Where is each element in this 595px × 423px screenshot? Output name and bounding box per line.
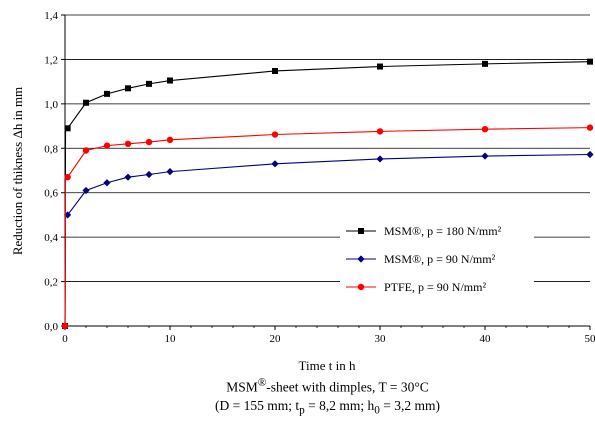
- data-point-diamond: [166, 168, 174, 176]
- y-tick-label: 1,0: [44, 99, 58, 111]
- data-point-square: [377, 63, 383, 70]
- data-point-diamond: [145, 170, 153, 179]
- caption-subscript: p: [299, 404, 305, 417]
- data-point-circle: [124, 140, 132, 148]
- data-point-circle: [64, 173, 71, 181]
- data-point-circle: [271, 131, 279, 138]
- x-tick-label: 20: [270, 333, 282, 345]
- data-point-diamond: [357, 255, 365, 263]
- x-tick-label: 40: [480, 333, 492, 345]
- legend-label: PTFE, p = 90 N/mm²: [384, 280, 486, 294]
- legend-label: MSM®, p = 180 N/mm²: [384, 224, 502, 238]
- data-point-circle: [586, 124, 594, 131]
- chart-caption-line-2: (D = 155 mm; tp = 8,2 mm; h0 = 3,2 mm): [0, 398, 595, 417]
- data-point-circle: [61, 322, 69, 330]
- data-point-diamond: [271, 160, 279, 168]
- data-point-square: [64, 125, 71, 132]
- data-point-circle: [82, 147, 90, 154]
- y-tick-label: 0,4: [44, 232, 58, 244]
- data-point-diamond: [124, 173, 132, 181]
- data-point-circle: [145, 138, 153, 146]
- x-tick-label: 50: [585, 333, 595, 345]
- data-point-square: [104, 90, 110, 97]
- tick-labels: 0,0 0,2 0,4 0,6 0,8 1,0 1,2 1,4 0 10 20 30 40 50: [44, 10, 595, 345]
- x-tick-label: 30: [375, 333, 387, 345]
- y-axis-label: Reduction of thikness Δh in mm: [10, 87, 25, 255]
- y-tick-label: 1,2: [44, 54, 58, 66]
- y-tick-label: 0,8: [44, 143, 58, 155]
- caption-subscript: 0: [374, 404, 380, 417]
- data-point-square: [358, 228, 364, 234]
- series-group: [61, 58, 594, 330]
- data-point-circle: [103, 142, 111, 149]
- caption-superscript: ®: [257, 377, 267, 389]
- data-point-square: [83, 99, 89, 106]
- x-tick-label: 10: [165, 333, 177, 345]
- data-point-diamond: [376, 155, 384, 163]
- series-3: [61, 124, 594, 330]
- y-tick-label: 0,6: [44, 188, 58, 200]
- data-point-circle: [166, 136, 174, 144]
- data-point-diamond: [586, 150, 594, 159]
- x-tick-label: 0: [62, 333, 68, 345]
- data-point-square: [167, 77, 173, 84]
- data-point-square: [482, 60, 488, 67]
- chart-caption-line-1: MSM®-sheet with dimples, T = 30°C: [0, 377, 595, 396]
- legend-label: MSM®, p = 90 N/mm²: [384, 252, 496, 266]
- data-point-square: [587, 58, 593, 65]
- y-tick-label: 0,0: [44, 321, 58, 333]
- x-axis-label: Time t in h: [299, 358, 356, 373]
- caption-text: = 3,2 mm): [379, 398, 440, 413]
- data-point-diamond: [481, 152, 489, 160]
- caption-text: = 8,2 mm; h: [304, 398, 375, 413]
- data-point-square: [146, 80, 152, 87]
- caption-text: (D = 155 mm; t: [215, 398, 300, 413]
- y-tick-label: 1,4: [44, 10, 58, 22]
- gridlines: [65, 14, 590, 282]
- data-point-circle: [376, 128, 384, 135]
- legend: MSM®, p = 180 N/mm² MSM®, p = 90 N/mm² PTF…: [340, 220, 534, 298]
- data-point-circle: [481, 125, 489, 133]
- caption-text: MSM: [226, 379, 258, 395]
- data-point-square: [125, 85, 131, 92]
- data-point-square: [272, 67, 278, 74]
- data-point-circle: [357, 283, 365, 291]
- caption-text: -sheet with dimples, T = 30°C: [266, 379, 429, 395]
- data-point-diamond: [103, 179, 111, 187]
- data-point-diamond: [82, 186, 90, 195]
- y-tick-label: 0,2: [44, 277, 58, 289]
